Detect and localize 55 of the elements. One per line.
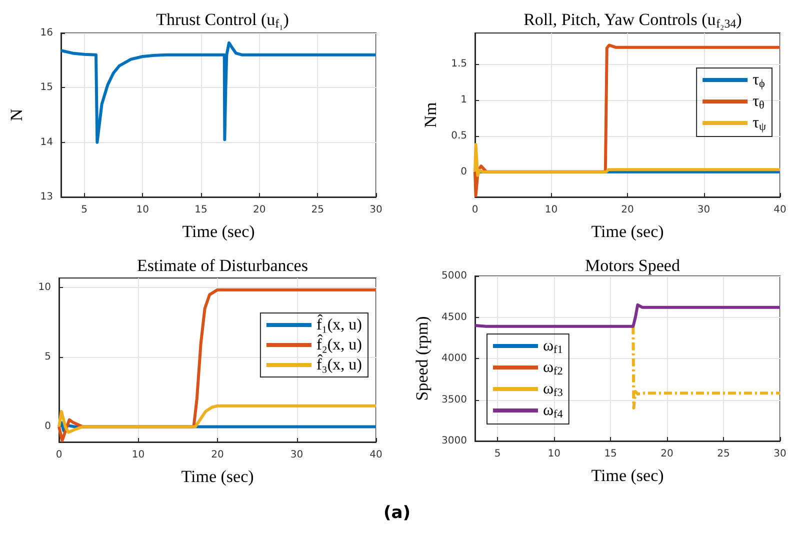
y-tick-label: 4500: [442, 312, 467, 323]
x-axis-title: Time (sec): [181, 467, 254, 486]
y-tick-label: 1.5: [451, 58, 467, 70]
line-series: [58, 404, 378, 434]
x-tick-label: 30: [370, 204, 382, 216]
y-tick-label: 5: [44, 352, 51, 363]
x-tick-label: 10: [548, 448, 560, 460]
y-tick-label: 14: [40, 136, 53, 148]
x-tick-label: 15: [604, 448, 617, 460]
x-tick-label: 20: [621, 204, 634, 216]
chart-title: Motors Speed: [585, 256, 680, 275]
y-tick-label: 0.5: [451, 130, 467, 142]
x-tick-label: 20: [660, 448, 674, 460]
legend-label: f̂₂(x, u): [316, 334, 362, 354]
line-series: [474, 303, 782, 328]
y-tick-label: 0: [44, 421, 51, 432]
x-tick-label: 40: [370, 450, 382, 460]
x-tick-label: 5: [81, 204, 88, 216]
legend-label: f̂₃(x, u): [316, 354, 362, 374]
y-tick-label: 15: [40, 82, 53, 94]
y-tick-label: 1: [460, 94, 467, 106]
x-axis-title: Time (sec): [591, 222, 664, 241]
line-series: [474, 142, 782, 177]
x-tick-label: 20: [211, 450, 224, 460]
x-tick-label: 0: [472, 204, 478, 216]
chart-title: Estimate of Disturbances: [137, 256, 308, 275]
line-series: [632, 324, 782, 410]
y-tick-label: 0: [460, 166, 467, 178]
x-tick-label: 15: [194, 204, 208, 216]
legend-label: f̂₁(x, u): [316, 314, 362, 334]
y-axis-title: Speed (rpm): [412, 316, 432, 401]
y-tick-label: 13: [40, 192, 53, 202]
x-tick-label: 0: [56, 450, 62, 460]
x-tick-label: 10: [544, 204, 558, 216]
x-axis-title: Time (sec): [182, 222, 255, 241]
y-axis-title: Nm: [421, 102, 440, 128]
x-tick-label: 30: [774, 448, 786, 460]
x-tick-label: 30: [697, 204, 710, 216]
x-tick-label: 25: [717, 448, 730, 460]
y-tick-label: 3000: [442, 436, 467, 446]
y-tick-label: 3500: [442, 394, 467, 406]
x-tick-label: 30: [290, 450, 304, 460]
x-tick-label: 5: [494, 448, 501, 460]
x-tick-label: 10: [136, 204, 150, 216]
y-tick-label: 4000: [442, 353, 467, 364]
x-tick-label: 20: [252, 204, 266, 216]
x-axis-title: Time (sec): [591, 466, 664, 485]
x-tick-label: 25: [311, 204, 324, 216]
x-tick-label: 40: [774, 204, 786, 216]
y-tick-label: 10: [38, 282, 51, 294]
text: (a): [382, 503, 412, 523]
x-tick-label: 10: [132, 450, 145, 460]
y-tick-label: 16: [40, 28, 53, 38]
y-axis-title: N: [7, 108, 26, 122]
y-tick-label: 5000: [442, 270, 467, 282]
